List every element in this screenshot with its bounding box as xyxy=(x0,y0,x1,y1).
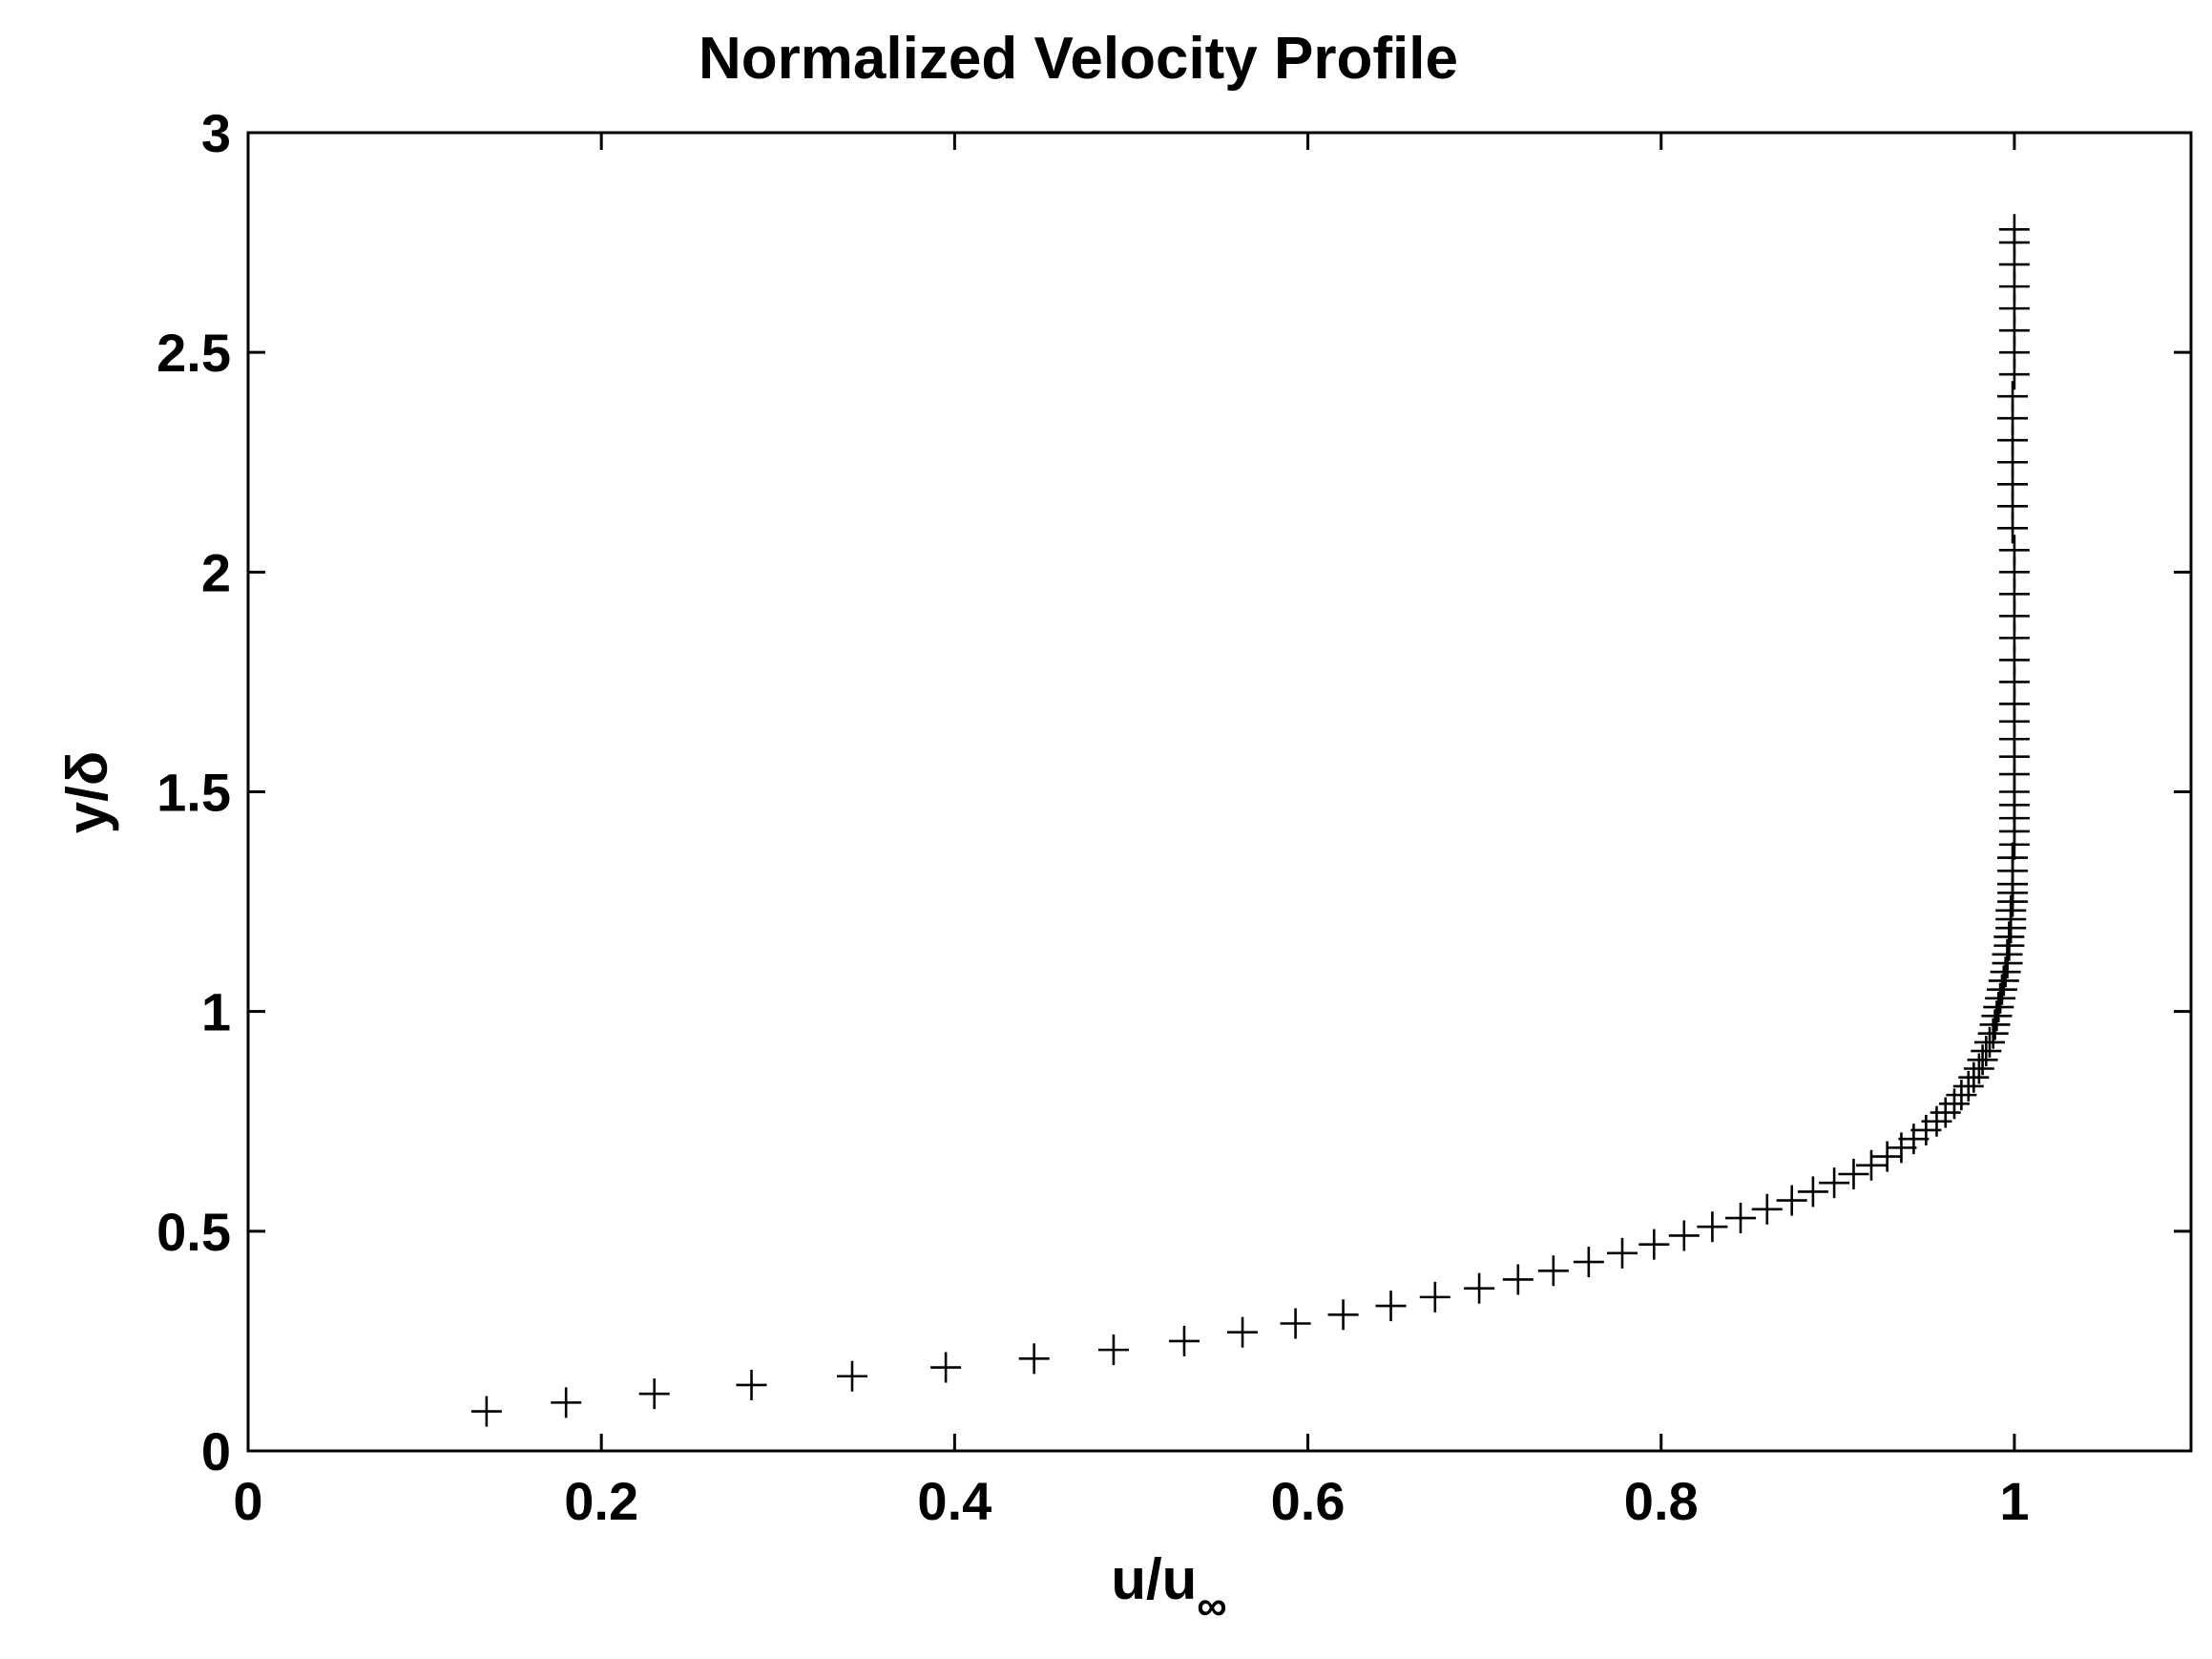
data-point xyxy=(1419,1281,1450,1312)
data-point xyxy=(1280,1308,1311,1339)
data-point xyxy=(1988,965,2019,997)
data-point xyxy=(1097,1334,1129,1366)
data-point xyxy=(1973,1026,2005,1058)
data-point xyxy=(1776,1185,1807,1216)
data-point xyxy=(1886,1132,1917,1164)
data-point xyxy=(1985,982,2016,1014)
y-axis-ticks: 0 0.5 1 1.5 2 2.5 3 xyxy=(157,103,2191,1481)
y-tick-label: 2 xyxy=(201,542,231,602)
y-tick-label: 1.5 xyxy=(157,763,231,823)
data-point xyxy=(1855,1149,1887,1181)
x-axis-ticks: 0 0.2 0.4 0.6 0.8 1 xyxy=(233,133,2029,1531)
data-point xyxy=(1997,842,2029,873)
data-point xyxy=(1938,1088,1970,1120)
data-point xyxy=(1018,1343,1050,1375)
data-point xyxy=(638,1378,670,1410)
x-tick-label: 0.6 xyxy=(1271,1471,1346,1531)
data-point xyxy=(1963,1053,1994,1084)
data-point xyxy=(1898,1124,1930,1155)
data-point xyxy=(1977,1018,2009,1049)
data-point xyxy=(551,1387,582,1418)
data-point xyxy=(1751,1193,1783,1225)
x-tick-label: 0 xyxy=(233,1471,262,1531)
x-tick-label: 0.8 xyxy=(1624,1471,1699,1531)
y-axis-label: y/δ xyxy=(55,751,119,833)
y-tick-label: 3 xyxy=(201,103,231,163)
data-point xyxy=(1502,1264,1534,1295)
x-axis-label: u/u∞ xyxy=(1111,1547,1226,1629)
x-tick-label: 1 xyxy=(1999,1471,2029,1531)
data-point xyxy=(1573,1247,1604,1278)
data-point xyxy=(1979,1009,2011,1040)
data-point xyxy=(1725,1203,1757,1234)
data-point xyxy=(736,1369,767,1400)
data-point xyxy=(1983,992,2014,1023)
data-point xyxy=(1797,1176,1828,1208)
data-point xyxy=(1930,1097,1961,1128)
plot-frame xyxy=(246,131,2193,1453)
data-point xyxy=(1537,1255,1569,1287)
data-point xyxy=(1998,214,2030,245)
data-point xyxy=(1986,974,2017,1005)
data-point xyxy=(1327,1299,1359,1331)
data-point xyxy=(1838,1158,1869,1189)
data-point xyxy=(1464,1272,1495,1304)
x-axis-label-subscript: ∞ xyxy=(1197,1583,1226,1629)
data-point xyxy=(1638,1228,1670,1260)
data-point xyxy=(1871,1141,1903,1172)
data-point xyxy=(1168,1325,1200,1356)
data-point xyxy=(930,1352,962,1383)
data-point xyxy=(1993,921,2025,953)
y-tick-label: 1 xyxy=(201,982,231,1042)
data-point xyxy=(1697,1211,1728,1243)
x-tick-label: 0.2 xyxy=(564,1471,638,1531)
y-tick-label: 0.5 xyxy=(157,1202,231,1262)
data-point xyxy=(1981,1000,2013,1032)
data-point xyxy=(1958,1061,1990,1093)
data-markers xyxy=(470,214,2030,1427)
data-point xyxy=(1819,1167,1850,1199)
y-tick-label: 2.5 xyxy=(157,323,231,383)
x-axis-label-main: u/u xyxy=(1111,1547,1197,1611)
data-point xyxy=(1375,1291,1407,1322)
data-point xyxy=(1990,956,2021,988)
chart-title: Normalized Velocity Profile xyxy=(699,26,1458,92)
data-point xyxy=(1967,1044,1998,1076)
data-point xyxy=(470,1396,502,1427)
data-point xyxy=(1971,1036,2002,1067)
data-point xyxy=(1946,1080,1977,1111)
data-point xyxy=(1921,1105,1952,1137)
data-point xyxy=(1668,1220,1700,1251)
data-point xyxy=(1992,938,2023,970)
data-point xyxy=(837,1360,868,1392)
data-point xyxy=(1607,1237,1638,1269)
data-point xyxy=(1227,1316,1259,1348)
data-point xyxy=(1952,1070,1984,1102)
y-tick-label: 0 xyxy=(201,1421,231,1481)
data-point xyxy=(1995,894,2027,926)
data-point xyxy=(1998,535,2030,566)
x-tick-label: 0.4 xyxy=(917,1471,991,1531)
data-point xyxy=(1997,381,2029,412)
